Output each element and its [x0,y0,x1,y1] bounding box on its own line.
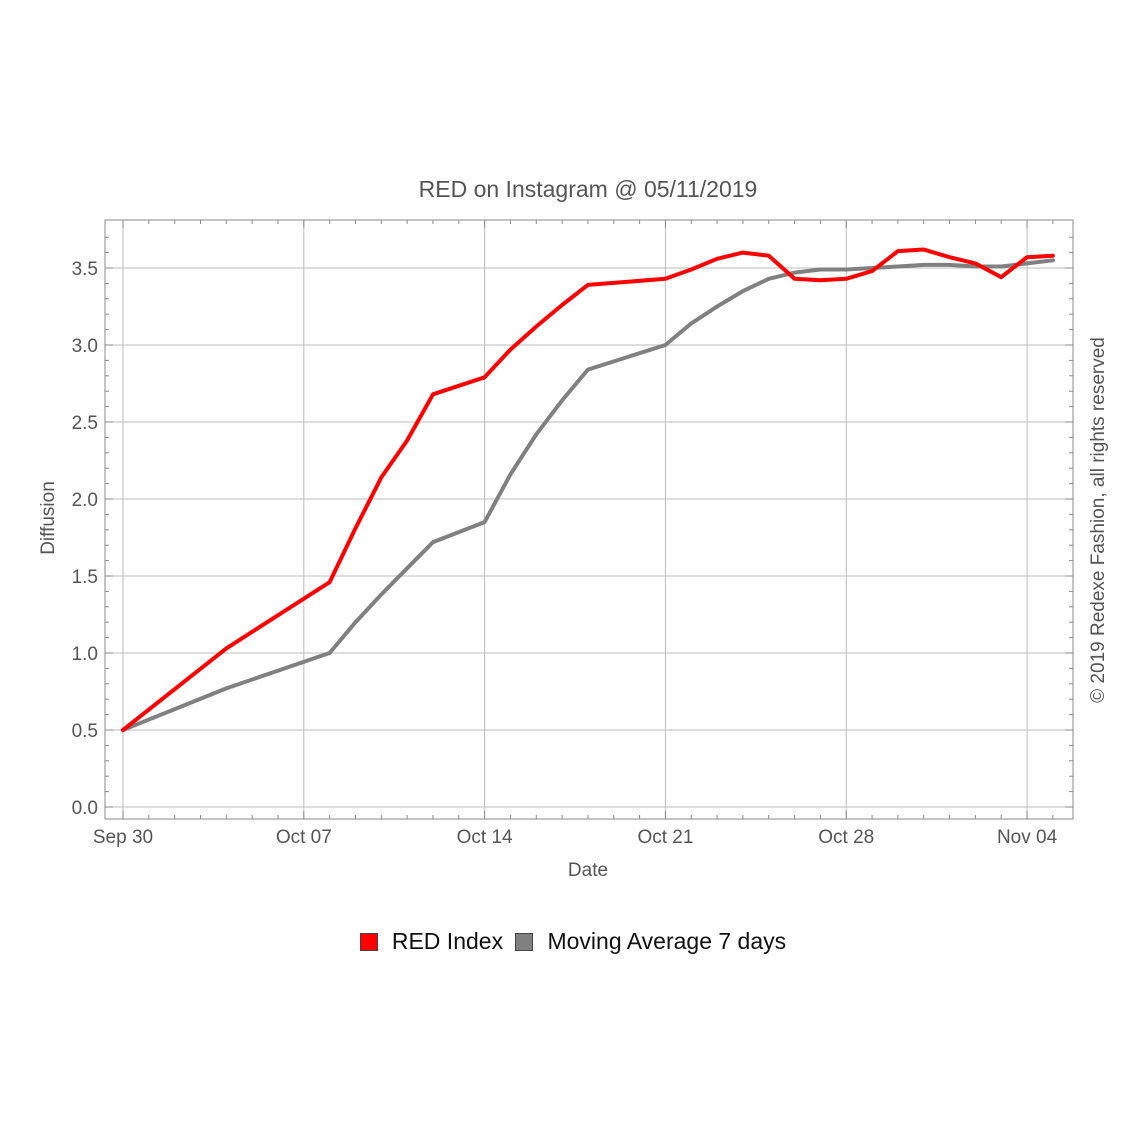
y-tick-label: 3.5 [72,259,98,280]
axis-ticks [105,220,1073,819]
y-tick-label: 3.0 [72,336,98,357]
legend-swatch-gray [515,932,534,951]
x-axis-label: Date [568,860,608,881]
copyright-note: © 2019 Redexe Fashion, all rights reserv… [1088,337,1109,703]
y-tick-label: 0.0 [72,798,98,819]
y-tick-labels: 0.0 0.5 1.0 1.5 2.0 2.5 3.0 3.5 [72,259,98,819]
plot-frame [104,219,1074,820]
x-tick-label: Nov 04 [997,827,1058,848]
chart-title: RED on Instagram @ 05/11/2019 [419,176,758,202]
x-tick-label: Oct 28 [818,827,874,848]
x-tick-label: Oct 07 [276,827,332,848]
grid [105,220,1073,819]
legend-label-red-index: RED Index [391,928,504,954]
series-line-red-index [121,247,1055,732]
y-axis-label: Diffusion [38,481,59,555]
x-tick-label: Sep 30 [93,827,153,848]
y-tick-label: 2.5 [72,413,98,434]
x-tick-label: Oct 14 [457,827,513,848]
legend-label-moving-average: Moving Average 7 days [547,928,787,954]
x-tick-label: Oct 21 [637,827,693,848]
x-tick-labels: Sep 30 Oct 07 Oct 14 Oct 21 Oct 28 Nov 04 [93,827,1058,848]
legend-swatch-red [359,932,378,951]
series-line-moving-average [121,258,1055,732]
y-tick-label: 2.0 [72,490,98,511]
y-tick-label: 1.0 [72,644,98,665]
y-tick-label: 1.5 [72,567,98,588]
y-tick-label: 0.5 [72,721,98,742]
legend-item-red-index: RED Index [359,928,504,955]
legend: RED Index Moving Average 7 days [0,928,1146,957]
legend-item-moving-average: Moving Average 7 days [515,928,786,955]
series-lines [121,247,1055,732]
